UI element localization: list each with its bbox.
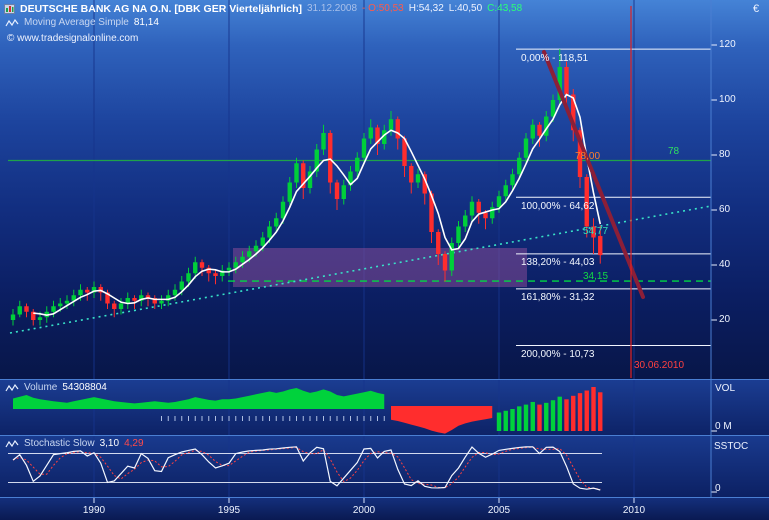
quote-open: - O:50,53 <box>362 3 404 14</box>
fib-label-0: 0,00% - 118,51 <box>521 53 589 64</box>
ma-end-value-label: 54,77 <box>583 226 609 237</box>
fib-label-161: 161,80% - 31,32 <box>521 292 595 303</box>
quote-low: L:40,50 <box>448 3 483 14</box>
vol-zero-label: 0 M <box>715 421 732 432</box>
zigzag-line-icon <box>5 439 19 449</box>
stoch-zero-label: 0 <box>715 483 721 494</box>
ma-indicator-row: Moving Average Simple 81,14 <box>5 17 159 29</box>
price-tick-40: 40 <box>719 259 731 270</box>
year-label-1990: 1990 <box>82 505 106 516</box>
price-tick-80: 80 <box>719 149 731 160</box>
stochastic-label: Stochastic Slow <box>24 438 95 449</box>
zigzag-line-icon <box>5 383 19 393</box>
time-axis-strip <box>0 498 769 520</box>
stochastic-k-value: 3,10 <box>99 438 120 449</box>
year-label-2000: 2000 <box>352 505 376 516</box>
chart-window-icon <box>4 4 15 14</box>
price-tick-60: 60 <box>719 204 731 215</box>
ma-value: 81,14 <box>133 17 159 28</box>
fib-label-138: 138,20% - 44,03 <box>521 257 595 268</box>
fib-label-100: 100,00% - 64,62 <box>521 201 595 212</box>
instrument-title: DEUTSCHE BANK AG NA O.N. [DBK GER Vierte… <box>20 3 302 15</box>
zigzag-line-icon <box>5 18 19 28</box>
level-78-label: 78 <box>668 146 680 157</box>
level-78-price-label: 78,00 <box>575 151 601 162</box>
stochastic-pane <box>0 436 769 498</box>
year-label-2010: 2010 <box>622 505 646 516</box>
fib-label-200: 200,00% - 10,73 <box>521 349 595 360</box>
price-tick-100: 100 <box>719 94 736 105</box>
vol-scale-label: VOL <box>715 383 736 394</box>
currency-symbol: € <box>753 3 760 15</box>
stochastic-indicator-row: Stochastic Slow 3,10 4,29 <box>5 438 144 450</box>
volume-indicator-row: Volume 54308804 <box>5 382 107 394</box>
volume-value: 54308804 <box>62 382 107 393</box>
price-tick-120: 120 <box>719 39 736 50</box>
volume-label: Volume <box>24 382 58 393</box>
quote-high: H:54,32 <box>408 3 444 14</box>
vertical-date-label: 30.06.2010 <box>634 360 685 371</box>
title-bar: DEUTSCHE BANK AG NA O.N. [DBK GER Vierte… <box>4 3 522 15</box>
watermark: © www.tradesignalonline.com <box>7 33 139 44</box>
target-level-label: 34,15 <box>583 271 609 282</box>
year-label-2005: 2005 <box>487 505 511 516</box>
price-tick-20: 20 <box>719 314 731 325</box>
quote-date: 31.12.2008 <box>306 3 358 14</box>
main-chart-pane <box>0 0 769 380</box>
stochastic-d-value: 4,29 <box>124 438 144 449</box>
quote-close: C:43,58 <box>487 3 523 14</box>
stoch-scale-label: SSTOC <box>714 441 749 452</box>
ma-label: Moving Average Simple <box>24 17 129 28</box>
year-label-1995: 1995 <box>217 505 241 516</box>
